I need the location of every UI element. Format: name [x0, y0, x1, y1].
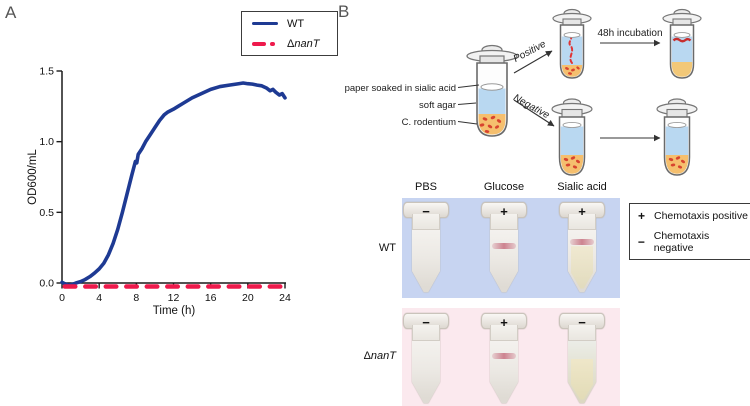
legend-row-positive: + Chemotaxis positive	[637, 209, 749, 223]
y-axis-title: OD600/mL	[27, 149, 39, 205]
bacteria-migration-trail	[568, 36, 574, 64]
plus-symbol: +	[637, 209, 645, 223]
positive-legend-label: Chemotaxis positive	[654, 210, 748, 222]
legend-row-wt: WT	[252, 17, 328, 30]
gene-name: nanT	[370, 350, 396, 362]
chemotaxis-sign: +	[500, 315, 508, 330]
chart-axes: 0.0 0.5 1.0 1.5 0 4 8 12 16 20 24	[39, 66, 291, 305]
tube-neck	[568, 214, 596, 230]
tube-neck	[412, 214, 440, 230]
soft-agar-label: soft agar	[419, 100, 456, 111]
svg-text:20: 20	[242, 292, 254, 304]
svg-text:16: 16	[205, 292, 217, 304]
bacteria-band	[492, 243, 516, 250]
incubation-label: 48h incubation	[597, 28, 662, 39]
svg-text:24: 24	[279, 292, 291, 304]
chemotaxis-sign: +	[578, 204, 586, 219]
minus-symbol: −	[637, 235, 645, 249]
bacteria-label: C. rodentium	[402, 117, 456, 128]
legend-wt-label: WT	[287, 17, 305, 30]
chart-legend: WT ΔnanT	[241, 11, 338, 56]
schematic-positive-start-tube	[552, 8, 592, 79]
positive-arrow	[513, 50, 553, 74]
svg-text:4: 4	[96, 292, 102, 304]
soft-agar-leader-line	[457, 102, 477, 105]
svg-text:0: 0	[59, 292, 65, 304]
bacteria-band	[570, 239, 594, 246]
chemotaxis-legend: + Chemotaxis positive − Chemotaxis negat…	[629, 203, 750, 260]
positive-label: Positive	[512, 39, 548, 65]
svg-text:8: 8	[133, 292, 139, 304]
schematic-positive-result-tube	[662, 8, 702, 79]
liquid-surface	[562, 121, 582, 129]
bacteria-band	[492, 352, 516, 359]
svg-text:0.0: 0.0	[39, 278, 54, 290]
sialic-acid-paper	[480, 83, 504, 91]
legend-mutant-label: ΔnanT	[287, 38, 319, 50]
legend-row-mutant: ΔnanT	[252, 37, 328, 50]
liquid-surface	[667, 121, 687, 129]
paper-leader-line	[457, 84, 480, 88]
tube-neck	[412, 325, 440, 341]
bacteria-leader-line	[457, 121, 478, 125]
negative-label: Negative	[511, 92, 551, 121]
bacteria-band	[672, 37, 692, 43]
photo-tube-wt-glucose: +	[481, 202, 527, 294]
tube-neck	[568, 325, 596, 341]
settled-pellet	[671, 62, 693, 77]
sialic-acid-paper	[673, 32, 691, 38]
delta-symbol: Δ	[287, 37, 295, 50]
schematic-negative-start-tube	[551, 98, 593, 176]
legend-row-negative: − Chemotaxis negative	[637, 230, 749, 254]
chart-series	[60, 81, 288, 289]
schematic-negative-result-tube	[656, 98, 698, 176]
row-label-wt: WT	[378, 242, 396, 254]
schematic-main-tube	[466, 44, 518, 137]
panel-a-label: A	[5, 3, 17, 22]
growth-curve-chart: 0.0 0.5 1.0 1.5 0 4 8 12 16 20 24 OD600/mL Time (h…	[27, 66, 291, 318]
svg-text:1.0: 1.0	[39, 136, 54, 148]
panel-b-label: B	[338, 2, 350, 21]
svg-text:0.5: 0.5	[39, 207, 54, 219]
column-header-pbs: PBS	[414, 181, 437, 193]
negative-arrow	[513, 99, 555, 127]
wt-line-swatch	[252, 21, 278, 26]
bacteria-dots	[479, 115, 502, 133]
photo-tube-mutant-sialic: −	[559, 313, 605, 405]
tube-neck	[490, 214, 518, 230]
chemotaxis-sign: −	[578, 315, 586, 330]
photo-tube-mutant-glucose: +	[481, 313, 527, 405]
schematic-labels: paper soaked in sialic acid soft agar C.…	[345, 83, 480, 128]
gene-name: nanT	[294, 37, 320, 50]
chemotaxis-sign: +	[500, 204, 508, 219]
tube-neck	[490, 325, 518, 341]
sialic-acid-paper	[563, 32, 581, 38]
photo-tube-mutant-pbs: −	[403, 313, 449, 405]
mutant-dashed-swatch	[252, 41, 278, 46]
svg-text:12: 12	[168, 292, 180, 304]
column-header-sialic-acid: Sialic acid	[557, 181, 607, 193]
yellow-content	[571, 358, 593, 400]
yellow-content	[571, 246, 593, 289]
paper-label: paper soaked in sialic acid	[345, 83, 456, 94]
svg-text:1.5: 1.5	[39, 66, 54, 78]
negative-legend-label: Chemotaxis negative	[653, 230, 710, 254]
x-axis-title: Time (h)	[153, 305, 196, 317]
photo-tube-wt-pbs: −	[403, 202, 449, 294]
row-label-mutant: ΔnanT	[342, 350, 396, 362]
delta-symbol: Δ	[363, 350, 371, 362]
photo-tube-wt-sialic: +	[559, 202, 605, 294]
column-header-glucose: Glucose	[483, 181, 525, 193]
chemotaxis-sign: −	[422, 204, 430, 219]
chemotaxis-assay-schematic: paper soaked in sialic acid soft agar C.…	[345, 8, 702, 176]
chemotaxis-sign: −	[422, 315, 430, 330]
